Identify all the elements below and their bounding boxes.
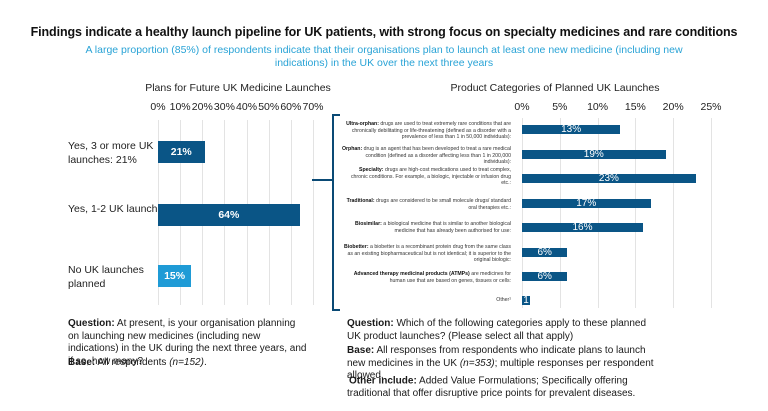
brace-connector	[312, 114, 340, 311]
right-gridline	[522, 118, 523, 308]
right-category-desc: are medicines for human use that are bas…	[389, 271, 511, 284]
left-gridline	[313, 120, 314, 305]
right-question-label: Question:	[347, 318, 394, 329]
left-x-tick: 20%	[191, 101, 213, 113]
left-x-tick: 10%	[169, 101, 191, 113]
right-category-desc: drugs are considered to be small molecul…	[374, 198, 511, 211]
right-bar: 13%	[522, 124, 621, 135]
left-x-tick: 50%	[258, 101, 280, 113]
left-question-text: At present, is your organisation plannin…	[68, 318, 307, 367]
brace-line	[332, 114, 340, 311]
right-bar-label: 19%	[583, 149, 604, 160]
left-x-tick: 40%	[236, 101, 258, 113]
right-category-term: Specialty:	[359, 167, 384, 173]
right-x-tick: 10%	[587, 101, 609, 113]
right-question-text: Which of the following categories apply …	[347, 318, 647, 342]
right-bar: 6%	[522, 271, 568, 282]
right-bar-label: 16%	[572, 222, 593, 233]
right-other-note: ¹Other include: Added Value Formulations…	[347, 372, 657, 400]
right-x-tick: 15%	[624, 101, 646, 113]
right-base-n: (n=353)	[459, 357, 495, 369]
right-category-label: Advanced therapy medicinal products (ATM…	[341, 271, 511, 284]
right-bar-label: 1	[523, 295, 529, 306]
right-gridline	[559, 118, 561, 308]
left-bar: 15%	[158, 265, 192, 287]
right-category-desc: a biological medicine that is similar to…	[381, 221, 511, 234]
right-bar: 1	[522, 295, 530, 306]
right-bar: 17%	[522, 198, 651, 209]
left-bar-label: 15%	[164, 270, 186, 282]
right-gridline	[635, 118, 637, 308]
right-category-term: Traditional:	[346, 198, 375, 204]
right-category-desc: drugs are used to treat extremely rare c…	[351, 121, 511, 141]
left-category-label: Yes, 1-2 UK launches:	[68, 203, 172, 215]
left-bar-label: 21%	[170, 146, 192, 158]
right-x-tick: 5%	[552, 101, 568, 113]
right-x-tick: 0%	[514, 101, 530, 113]
right-base-text: All responses from respondents who indic…	[347, 345, 646, 369]
right-category-term: Biobetter:	[344, 244, 369, 250]
left-x-tick: 0%	[150, 101, 166, 113]
left-base-end: .	[203, 357, 207, 368]
right-base-label: Base:	[347, 345, 375, 356]
right-category-desc: drugs are high-cost medications used to …	[350, 167, 511, 187]
right-bar-label: 23%	[598, 173, 619, 184]
right-category-term: Biosimilar:	[355, 221, 382, 227]
right-x-tick: 20%	[662, 101, 684, 113]
right-bar: 19%	[522, 149, 666, 160]
left-base-label: Base:	[68, 357, 96, 368]
right-question-note: Question: Which of the following categor…	[347, 318, 647, 343]
right-x-tick: 25%	[700, 101, 722, 113]
page-subtitle: A large proportion (85%) of respondents …	[85, 44, 683, 69]
right-category-desc: a biobetter is a recombinant protein dru…	[347, 244, 512, 264]
left-question-label: Question:	[68, 318, 115, 329]
right-bar: 23%	[522, 173, 696, 184]
left-x-tick: 70%	[302, 101, 324, 113]
right-category-label: Biosimilar: a biological medicine that i…	[341, 221, 511, 234]
right-category-term: Advanced therapy medicinal products (ATM…	[353, 271, 470, 277]
right-base-note: Base: All responses from respondents who…	[347, 345, 657, 383]
right-category-desc: drug is an agent that has been developed…	[362, 146, 511, 166]
right-gridline	[597, 118, 599, 308]
left-bar: 64%	[158, 204, 300, 226]
left-bar: 21%	[158, 141, 205, 163]
left-category-label: No UK launches planned	[68, 264, 144, 290]
right-chart-title: Product Categories of Planned UK Launche…	[450, 82, 660, 94]
right-category-term: Ultra-orphan:	[346, 121, 379, 127]
right-category-label: Traditional: drugs are considered to be …	[341, 198, 511, 211]
right-category-term: Orphan:	[342, 146, 363, 152]
left-x-tick: 60%	[280, 101, 302, 113]
right-other-label: Other include:	[349, 375, 417, 387]
left-question-note: Question: At present, is your organisati…	[68, 318, 308, 368]
right-category-label: Biobetter: a biobetter is a recombinant …	[341, 244, 511, 264]
left-bar-label: 64%	[218, 209, 240, 221]
right-category-label: Other¹	[341, 297, 511, 304]
left-category-label: Yes, 3 or more UK launches: 21%	[68, 140, 154, 166]
right-bar-label: 6%	[537, 271, 552, 282]
right-bar: 16%	[522, 222, 643, 233]
right-gridline	[711, 118, 712, 308]
left-base-n: (n=152)	[169, 357, 204, 368]
right-gridline	[673, 118, 675, 308]
left-x-tick: 30%	[213, 101, 235, 113]
right-other-text: Added Value Formulations; Specifically o…	[347, 375, 636, 399]
page-title: Findings indicate a healthy launch pipel…	[30, 25, 738, 39]
right-bar-label: 6%	[537, 247, 552, 258]
left-base-text: All respondents	[95, 357, 170, 368]
right-category-label: Ultra-orphan: drugs are used to treat ex…	[341, 121, 511, 141]
right-base-end: ; multiple responses per respondent allo…	[347, 357, 654, 382]
right-other-sup: ¹	[347, 375, 349, 381]
right-bar-label: 17%	[576, 198, 597, 209]
right-bar: 6%	[522, 247, 568, 258]
left-base-note: Base: All respondents (n=152).	[68, 357, 308, 370]
left-chart-title: Plans for Future UK Medicine Launches	[145, 82, 331, 94]
right-bar-label: 13%	[561, 124, 582, 135]
right-category-label: Specialty: drugs are high-cost medicatio…	[341, 167, 511, 187]
right-category-label: Orphan: drug is an agent that has been d…	[341, 146, 511, 166]
right-category-desc: Other¹	[496, 297, 511, 303]
